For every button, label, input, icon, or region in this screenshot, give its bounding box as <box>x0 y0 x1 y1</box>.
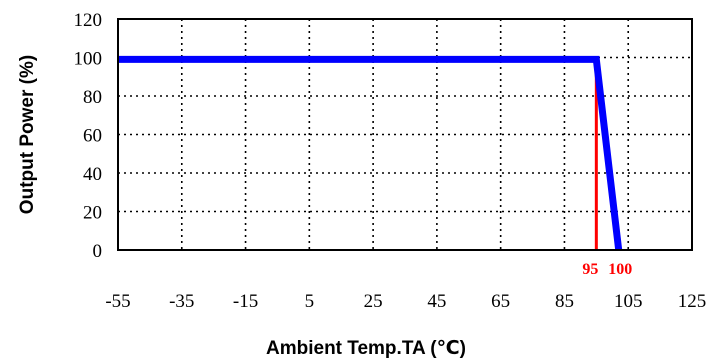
marker-label-1: 100 <box>608 261 632 278</box>
x-tick-label-1: -35 <box>169 291 194 312</box>
x-tick-label-7: 85 <box>555 291 574 312</box>
y-tick-label-4: 80 <box>83 87 102 108</box>
y-tick-label-5: 100 <box>74 49 103 70</box>
x-tick-label-4: 25 <box>364 291 383 312</box>
y-tick-label-6: 120 <box>74 10 103 31</box>
marker-label-0: 95 <box>582 261 598 278</box>
grid-lines <box>118 19 692 250</box>
x-tick-label-2: -15 <box>233 291 258 312</box>
y-tick-labels: 0 20 40 60 80 100 120 <box>74 10 103 262</box>
x-tick-labels: -55 -35 -15 5 25 45 65 85 105 125 <box>105 291 706 312</box>
series-line-0 <box>118 55 623 251</box>
series-group <box>118 55 623 251</box>
x-tick-label-6: 65 <box>491 291 510 312</box>
marker-labels: 95 100 <box>582 261 632 278</box>
y-tick-label-0: 0 <box>93 241 103 262</box>
y-tick-label-2: 40 <box>83 164 102 185</box>
x-axis-label: Ambient Temp.TA (℃) <box>266 338 466 359</box>
x-tick-label-8: 105 <box>614 291 643 312</box>
x-tick-label-5: 45 <box>427 291 446 312</box>
plot-frame <box>117 18 693 251</box>
x-tick-label-3: 5 <box>305 291 315 312</box>
x-tick-label-0: -55 <box>105 291 130 312</box>
y-tick-label-3: 60 <box>83 126 102 147</box>
y-axis-label: Output Power (%) <box>17 55 38 214</box>
y-tick-label-1: 20 <box>83 203 102 224</box>
x-tick-label-9: 125 <box>678 291 707 312</box>
